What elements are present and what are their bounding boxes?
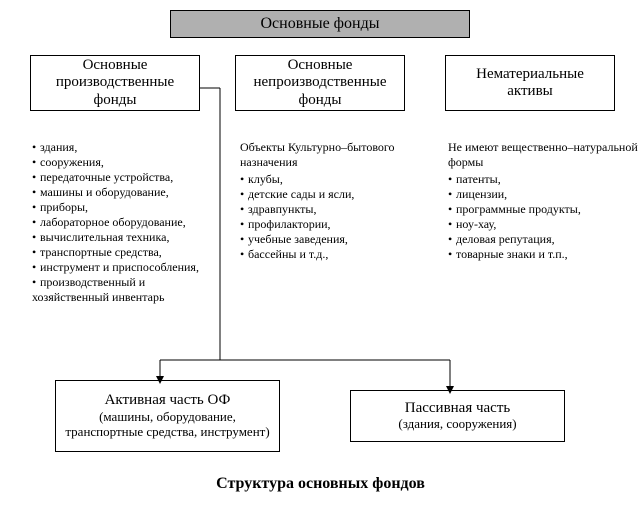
bullet-icon: • xyxy=(32,185,40,200)
list-item: •вычислительная техника, xyxy=(32,230,212,245)
list-item-text: лицензии, xyxy=(456,187,507,201)
subpart-main: Активная часть ОФ xyxy=(105,392,231,409)
category-line: производственные xyxy=(56,74,174,91)
list-item-text: инструмент и приспособления, xyxy=(40,260,199,274)
list-item-text: здравпункты, xyxy=(248,202,316,216)
list-item-text: детские сады и ясли, xyxy=(248,187,354,201)
bullet-icon: • xyxy=(32,155,40,170)
subpart-box-active: Активная часть ОФ(машины, оборудование, … xyxy=(55,380,280,452)
bullet-icon: • xyxy=(240,247,248,262)
bullet-icon: • xyxy=(240,172,248,187)
list-item: •клубы, xyxy=(240,172,430,187)
bullet-icon: • xyxy=(32,260,40,275)
list-item: •лицензии, xyxy=(448,187,638,202)
subpart-main: Пассивная часть xyxy=(405,400,511,417)
list-item-text: учебные заведения, xyxy=(248,232,348,246)
category-line: Основные xyxy=(288,57,353,74)
bullet-icon: • xyxy=(32,275,40,290)
bullet-icon: • xyxy=(32,200,40,215)
bullet-icon: • xyxy=(448,202,456,217)
category-box-nonprod: Основныенепроизводственныефонды xyxy=(235,55,405,111)
list-item: •здания, xyxy=(32,140,212,155)
list-item: •передаточные устройства, xyxy=(32,170,212,185)
list-item-text: патенты, xyxy=(456,172,501,186)
list-item-text: здания, xyxy=(40,140,77,154)
bullet-icon: • xyxy=(448,187,456,202)
subpart-detail: (машины, оборудование, транспортные сред… xyxy=(62,410,273,440)
list-item-text: производственный и хозяйственный инвента… xyxy=(32,275,164,304)
list-item: •учебные заведения, xyxy=(240,232,430,247)
list-item-text: вычислительная техника, xyxy=(40,230,169,244)
list-intro: Не имеют вещественно–натуральной формы xyxy=(448,140,638,170)
bullet-icon: • xyxy=(32,245,40,260)
bullet-icon: • xyxy=(32,140,40,155)
list-item-text: лабораторное оборудование, xyxy=(40,215,186,229)
bullet-icon: • xyxy=(240,217,248,232)
bullet-icon: • xyxy=(32,215,40,230)
list-item-text: товарные знаки и т.п., xyxy=(456,247,568,261)
header-box: Основные фонды xyxy=(170,10,470,38)
category-line: Нематериальные xyxy=(476,66,584,83)
list-item-text: профилактории, xyxy=(248,217,331,231)
category-line: активы xyxy=(507,83,553,100)
list-item: •ноу-хау, xyxy=(448,217,638,232)
bullet-icon: • xyxy=(240,187,248,202)
list-item-text: машины и оборудование, xyxy=(40,185,169,199)
category-box-intang: Нематериальныеактивы xyxy=(445,55,615,111)
category-box-prod: Основныепроизводственныефонды xyxy=(30,55,200,111)
list-item: •профилактории, xyxy=(240,217,430,232)
list-item: •инструмент и приспособления, xyxy=(32,260,212,275)
list-intro: Объекты Культурно–бытового назначения xyxy=(240,140,430,170)
list-item: •здравпункты, xyxy=(240,202,430,217)
list-item: •деловая репутация, xyxy=(448,232,638,247)
list-item-text: ноу-хау, xyxy=(456,217,496,231)
header-label: Основные фонды xyxy=(260,15,379,33)
list-item: •транспортные средства, xyxy=(32,245,212,260)
bullet-icon: • xyxy=(32,170,40,185)
caption-text: Структура основных фондов xyxy=(216,475,425,492)
list-item-text: передаточные устройства, xyxy=(40,170,173,184)
list-item-text: программные продукты, xyxy=(456,202,581,216)
list-item-text: клубы, xyxy=(248,172,283,186)
list-item-text: бассейны и т.д., xyxy=(248,247,328,261)
bullet-icon: • xyxy=(32,230,40,245)
list-block-intang: Не имеют вещественно–натуральной формы•п… xyxy=(448,140,638,262)
list-item: •патенты, xyxy=(448,172,638,187)
list-item-text: сооружения, xyxy=(40,155,104,169)
bullet-icon: • xyxy=(240,202,248,217)
list-item: •приборы, xyxy=(32,200,212,215)
category-line: непроизводственные xyxy=(253,74,386,91)
list-item: •программные продукты, xyxy=(448,202,638,217)
bullet-icon: • xyxy=(448,232,456,247)
list-item: •бассейны и т.д., xyxy=(240,247,430,262)
subpart-box-passive: Пассивная часть(здания, сооружения) xyxy=(350,390,565,442)
list-block-prod: •здания,•сооружения,•передаточные устрой… xyxy=(32,140,212,305)
bullet-icon: • xyxy=(448,217,456,232)
list-item-text: транспортные средства, xyxy=(40,245,162,259)
subpart-detail: (здания, сооружения) xyxy=(398,417,516,432)
category-line: фонды xyxy=(299,92,342,109)
caption: Структура основных фондов xyxy=(0,475,641,493)
bullet-icon: • xyxy=(448,247,456,262)
list-item-text: деловая репутация, xyxy=(456,232,555,246)
list-item: •производственный и хозяйственный инвент… xyxy=(32,275,212,305)
list-item: •лабораторное оборудование, xyxy=(32,215,212,230)
category-line: фонды xyxy=(94,92,137,109)
list-item: •детские сады и ясли, xyxy=(240,187,430,202)
bullet-icon: • xyxy=(448,172,456,187)
category-line: Основные xyxy=(83,57,148,74)
list-item: •машины и оборудование, xyxy=(32,185,212,200)
bullet-icon: • xyxy=(240,232,248,247)
list-block-nonprod: Объекты Культурно–бытового назначения•кл… xyxy=(240,140,430,262)
list-item: •сооружения, xyxy=(32,155,212,170)
list-item: •товарные знаки и т.п., xyxy=(448,247,638,262)
list-item-text: приборы, xyxy=(40,200,88,214)
